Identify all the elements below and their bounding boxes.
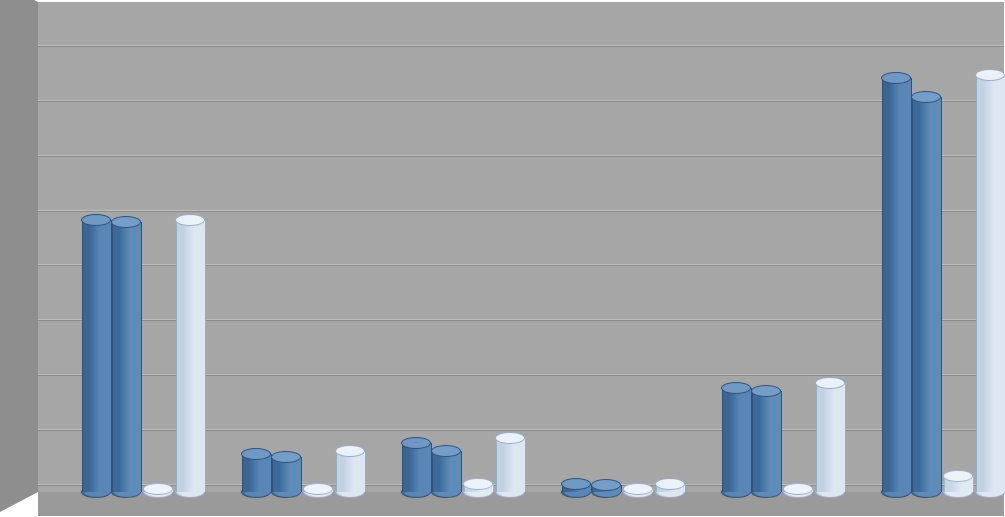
bar [624, 489, 652, 492]
bar [752, 391, 780, 492]
bar [944, 476, 972, 492]
bar [464, 484, 492, 492]
bar [112, 222, 140, 492]
bar [562, 484, 590, 492]
bar [402, 443, 430, 492]
bar [882, 78, 910, 492]
bar [82, 220, 110, 493]
bar [816, 383, 844, 492]
bar [432, 451, 460, 492]
chart-side-wall [0, 0, 38, 512]
bar-chart [0, 0, 1005, 517]
chart-bars [38, 2, 1004, 492]
bar [496, 438, 524, 493]
bar [656, 484, 684, 492]
bar [144, 489, 172, 492]
bar [242, 454, 270, 492]
bar [336, 451, 364, 492]
bar [784, 489, 812, 492]
bar [592, 485, 620, 492]
bar [722, 388, 750, 492]
bar [304, 489, 332, 492]
bar [912, 97, 940, 492]
bar [976, 75, 1004, 492]
bar [176, 220, 204, 493]
bar [272, 457, 300, 492]
